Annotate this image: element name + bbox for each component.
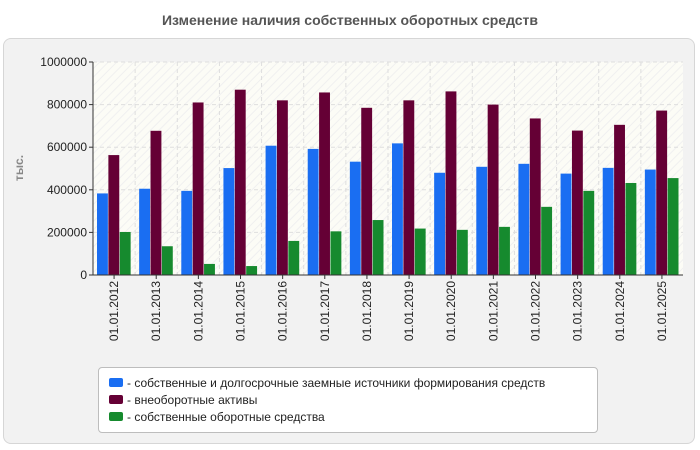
legend-swatch [109,412,123,421]
bar [571,130,583,275]
x-tick-label: 01.01.2021 [486,281,500,341]
bar [234,89,246,275]
legend-swatch [109,378,123,387]
y-tick-label: 400000 [47,183,87,197]
bar [614,124,625,276]
bar [223,168,235,275]
x-tick-label: 01.01.2022 [529,281,543,341]
x-tick-label: 01.01.2018 [360,281,374,341]
bar [476,166,488,275]
bar [139,188,151,275]
bar [403,100,415,275]
bar [372,220,384,275]
bar [204,263,215,275]
y-tick-label: 1000000 [40,55,87,69]
bar [656,110,668,276]
bar [602,167,614,275]
bar [97,193,108,275]
bar [392,143,403,275]
y-tick-label: 600000 [47,140,87,154]
bar [349,161,361,275]
x-tick-label: 01.01.2025 [655,281,669,341]
x-tick-label: 01.01.2012 [107,281,121,341]
legend-swatch [109,395,123,404]
bar [119,231,131,275]
bar [499,226,510,275]
legend-label: - внеоборотные активы [127,392,258,407]
bar [644,169,656,275]
bar [276,100,288,275]
x-tick-label: 01.01.2013 [149,281,163,341]
bar [541,206,553,275]
x-tick-label: 01.01.2023 [571,281,585,341]
bar [445,91,457,275]
x-tick-label: 01.01.2024 [613,281,627,341]
x-tick-label: 01.01.2015 [234,281,248,341]
bar [330,231,342,275]
bar [456,229,468,275]
bar [667,178,679,275]
y-tick-label: 0 [80,268,87,282]
y-tick-label: 800000 [47,98,87,112]
legend-item: - собственные и долгосрочные заемные ист… [109,374,597,391]
bar [529,118,541,275]
bar [265,145,277,275]
bar [192,102,204,275]
legend-item: - внеоборотные активы [109,391,597,408]
x-tick-label: 01.01.2019 [402,281,416,341]
bar [150,130,162,275]
y-tick-label: 200000 [47,225,87,239]
bar [560,173,572,275]
bar [288,240,300,275]
legend-label: - собственные оборотные средства [127,409,325,424]
bar [625,182,637,275]
bar [487,104,499,275]
bar [583,190,595,275]
bar [161,246,173,275]
legend-item: - собственные оборотные средства [109,408,597,425]
bar [307,148,319,275]
bar [108,155,120,275]
bar [181,190,193,275]
bar [319,92,330,275]
x-tick-label: 01.01.2014 [191,281,205,341]
bar [518,163,530,275]
x-tick-label: 01.01.2017 [318,281,332,341]
x-tick-label: 01.01.2020 [444,281,458,341]
x-tick-label: 01.01.2016 [276,281,290,341]
bar [246,266,258,275]
bar [414,228,426,275]
y-axis-label: тыс. [12,155,26,181]
bar [361,107,373,275]
chart-title: Изменение наличия собственных оборотных … [161,12,539,28]
legend: - собственные и долгосрочные заемные ист… [98,367,598,433]
legend-label: - собственные и долгосрочные заемные ист… [127,375,546,390]
bar [434,172,446,275]
